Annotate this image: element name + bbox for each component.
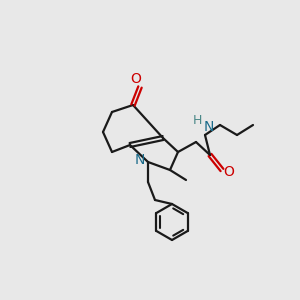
Text: O: O: [224, 165, 234, 179]
Text: O: O: [130, 72, 141, 86]
Text: N: N: [135, 153, 145, 167]
Text: N: N: [204, 120, 214, 134]
Text: H: H: [192, 115, 202, 128]
